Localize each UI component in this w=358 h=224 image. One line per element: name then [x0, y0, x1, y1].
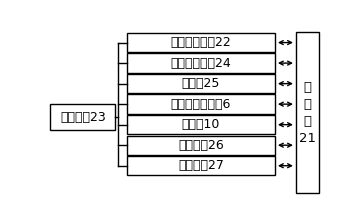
Bar — [296, 32, 319, 193]
Bar — [127, 136, 275, 155]
Bar — [127, 115, 275, 134]
Text: 驱动装置23: 驱动装置23 — [60, 110, 106, 123]
Bar — [127, 33, 275, 52]
Text: 控制按键27: 控制按键27 — [178, 159, 224, 172]
Text: 驱动控制电路22: 驱动控制电路22 — [170, 36, 231, 49]
Text: 无线通信模块24: 无线通信模块24 — [170, 57, 231, 70]
Text: 单
片
机
21: 单 片 机 21 — [299, 81, 316, 145]
Text: 计时模块26: 计时模块26 — [178, 139, 224, 152]
Bar — [127, 54, 275, 73]
Bar — [127, 95, 275, 114]
Text: 显示灯10: 显示灯10 — [182, 118, 220, 131]
Bar — [50, 104, 116, 130]
Bar — [127, 156, 275, 175]
Bar — [127, 74, 275, 93]
Text: 红外距离感应器6: 红外距离感应器6 — [171, 98, 231, 111]
Text: 蓄电池25: 蓄电池25 — [182, 77, 220, 90]
